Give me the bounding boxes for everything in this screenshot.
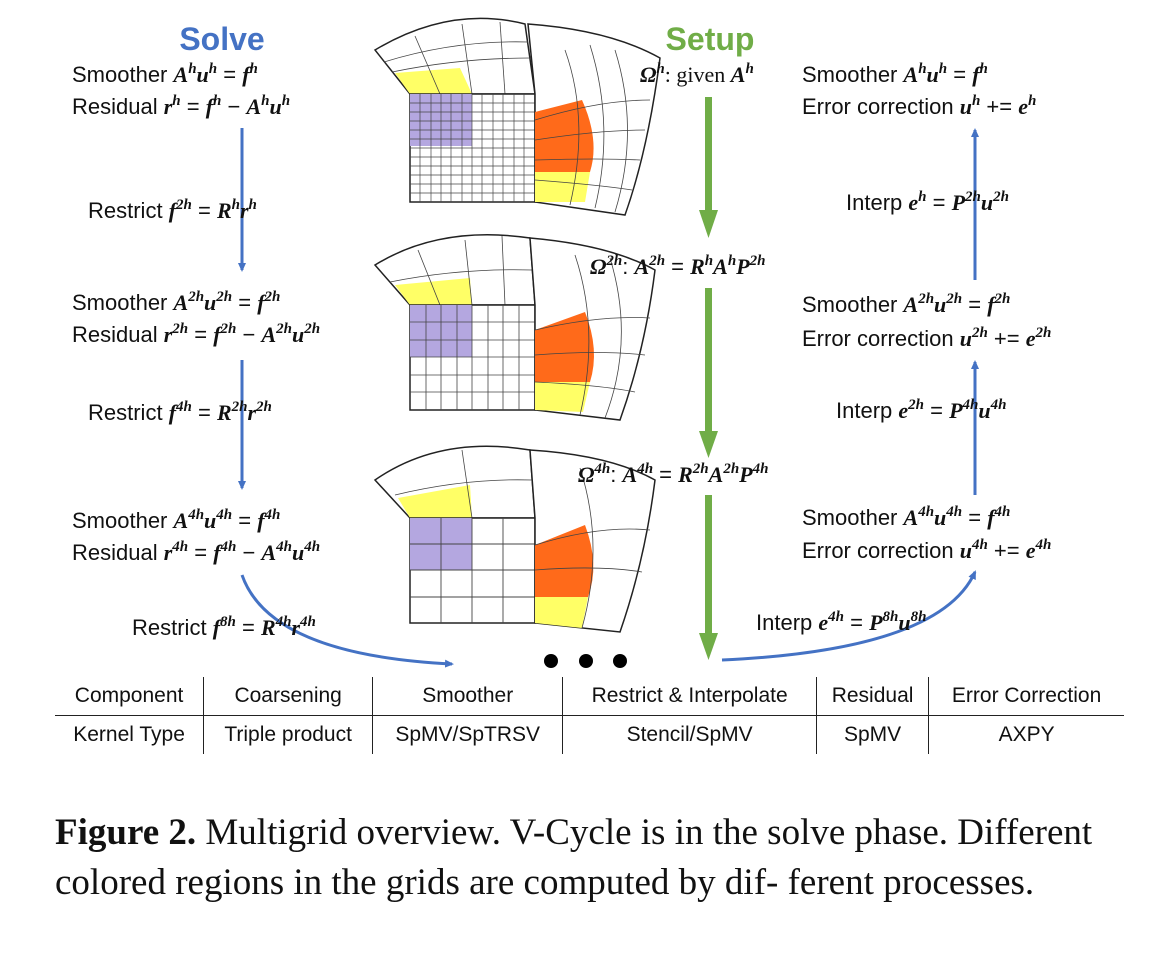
table-cell: AXPY (928, 715, 1124, 754)
grid-level-4h (373, 445, 656, 633)
svg-text:Ωh: given Ah: Ωh: given Ah (640, 61, 754, 87)
caption-text: Multigrid overview. V-Cycle is in the so… (55, 812, 1093, 903)
svg-text:Error correction uh += eh: Error correction uh += eh (802, 93, 1036, 119)
svg-text:Smoother A4hu4h = f4h: Smoother A4hu4h = f4h (72, 507, 280, 533)
caption-label: Figure 2. (55, 812, 197, 853)
svg-text:Restrict f8h = R4hr4h: Restrict f8h = R4hr4h (132, 614, 316, 640)
svg-text:Error correction u4h += e4h: Error correction u4h += e4h (802, 537, 1051, 563)
svg-text:Smoother Ahuh = fh: Smoother Ahuh = fh (72, 61, 258, 87)
grid-level-h (373, 17, 661, 216)
table-header-row: Component Coarsening Smoother Restrict &… (55, 677, 1124, 716)
multigrid-diagram: Solve Setup (72, 17, 1051, 668)
table-header-cell: Error Correction (928, 677, 1124, 716)
svg-text:Ω4h: A4h = R2hA2hP4h: Ω4h: A4h = R2hA2hP4h (578, 461, 768, 487)
svg-text:Smoother A2hu2h = f2h: Smoother A2hu2h = f2h (72, 289, 280, 315)
svg-text:Interp e2h = P4hu4h: Interp e2h = P4hu4h (836, 397, 1006, 423)
svg-text:Smoother A4hu4h = f4h: Smoother A4hu4h = f4h (802, 504, 1010, 530)
svg-text:Ω2h: A2h = RhAhP2h: Ω2h: A2h = RhAhP2h (590, 253, 765, 279)
svg-text:Interp eh = P2hu2h: Interp eh = P2hu2h (846, 189, 1009, 215)
table-cell: Stencil/SpMV (562, 715, 817, 754)
table-header-cell: Smoother (372, 677, 563, 716)
svg-text:Smoother A2hu2h = f2h: Smoother A2hu2h = f2h (802, 291, 1010, 317)
setup-heading: Setup (666, 21, 755, 57)
table-header-cell: Residual (815, 677, 929, 716)
svg-text:Restrict f4h = R2hr2h: Restrict f4h = R2hr2h (88, 399, 272, 425)
table-header-cell: Restrict & Interpolate (562, 677, 817, 716)
setup-labels: Ωh: given Ah Ω2h: A2h = RhAhP2h Ω4h: A4h… (578, 61, 768, 487)
table-cell: SpMV (815, 715, 929, 754)
table-row: Kernel Type Triple product SpMV/SpTRSV S… (55, 715, 1124, 754)
ellipsis-dots (544, 654, 627, 668)
table-cell: Kernel Type (73, 723, 185, 746)
svg-text:Residual r4h = f4h − A4hu4h: Residual r4h = f4h − A4hu4h (72, 539, 320, 565)
svg-text:Residual r2h = f2h − A2hu2h: Residual r2h = f2h − A2hu2h (72, 321, 320, 347)
setup-arrows (699, 97, 718, 660)
table-cell: SpMV/SpTRSV (372, 715, 563, 754)
interp-arrow-3 (721, 570, 977, 662)
table-cell: Triple product (203, 715, 373, 754)
svg-text:Restrict f2h = Rhrh: Restrict f2h = Rhrh (88, 197, 257, 223)
kernel-type-table: Component Coarsening Smoother Restrict &… (55, 677, 1124, 754)
svg-text:Interp e4h = P8hu8h: Interp e4h = P8hu8h (756, 609, 926, 635)
svg-text:Error correction u2h += e2h: Error correction u2h += e2h (802, 325, 1051, 351)
figure-caption: Figure 2. Multigrid overview. V-Cycle is… (55, 808, 1155, 908)
svg-text:Residual rh = fh − Ahuh: Residual rh = fh − Ahuh (72, 93, 290, 119)
table-header-cell: Component (55, 677, 204, 716)
solve-labels: Smoother Ahuh = fh Residual rh = fh − Ah… (72, 61, 320, 640)
table-header-cell: Coarsening (203, 677, 373, 716)
interp-labels: Smoother Ahuh = fh Error correction uh +… (756, 61, 1051, 635)
svg-text:Smoother Ahuh = fh: Smoother Ahuh = fh (802, 61, 988, 87)
grid-level-2h (373, 234, 656, 421)
solve-heading: Solve (179, 21, 264, 57)
restrict-arrow-3 (240, 574, 454, 668)
